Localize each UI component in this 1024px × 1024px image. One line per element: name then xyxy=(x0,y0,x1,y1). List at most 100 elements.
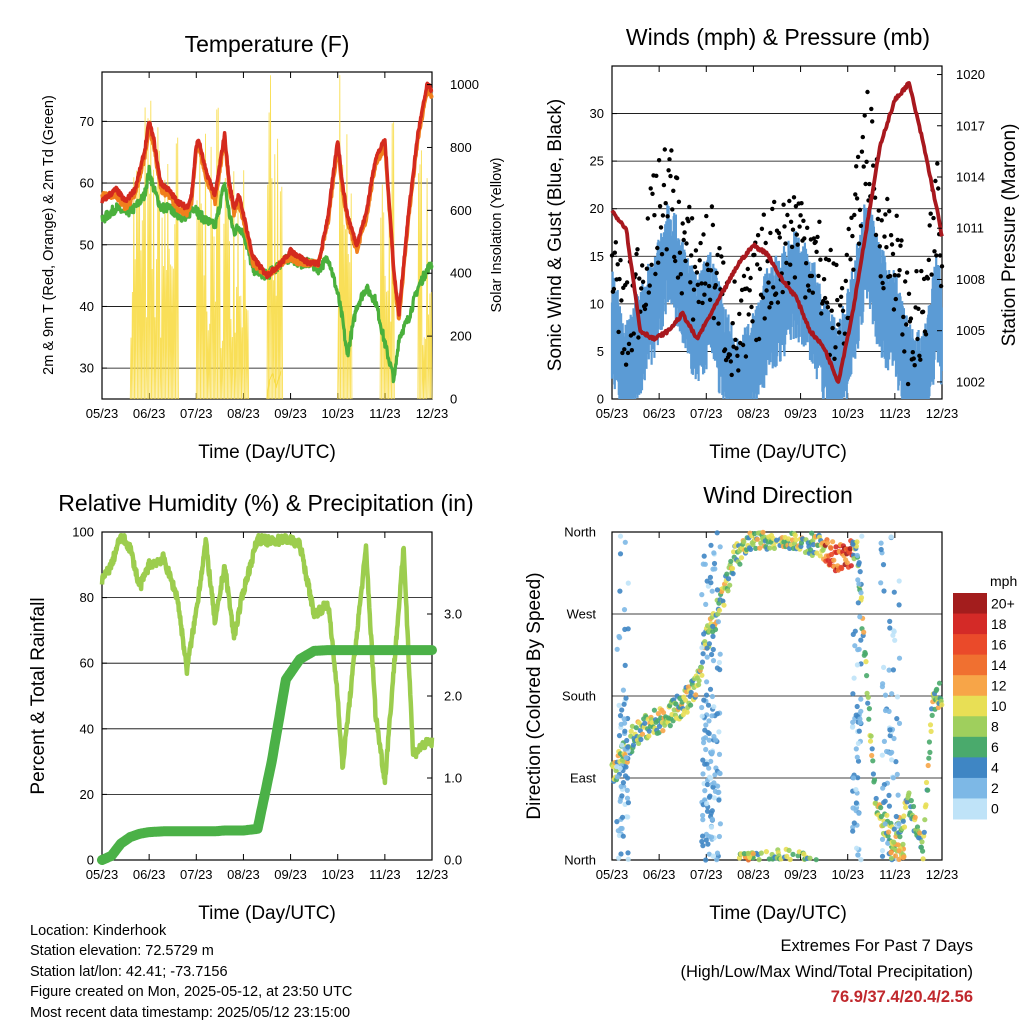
solar-insolation-trace xyxy=(337,75,353,400)
direction-dot xyxy=(684,709,690,715)
direction-dot xyxy=(712,772,718,778)
gust-dot xyxy=(665,214,670,219)
direction-dot xyxy=(705,702,712,708)
gust-dot xyxy=(875,216,881,222)
temp-xtick-label: 11/23 xyxy=(369,406,401,421)
direction-dot xyxy=(707,686,714,692)
gust-dot xyxy=(859,149,865,154)
temp-chart-title: Temperature (F) xyxy=(185,31,350,57)
gust-dot xyxy=(933,178,938,184)
gust-dot xyxy=(935,161,940,166)
gust-dot xyxy=(702,292,707,297)
gust-dot xyxy=(801,218,806,223)
gust-dot xyxy=(934,253,939,258)
gust-dot xyxy=(852,212,857,218)
direction-dot xyxy=(853,746,859,752)
gust-dot xyxy=(791,195,797,200)
direction-dot xyxy=(893,813,899,820)
gust-dot xyxy=(615,262,620,267)
gust-dot xyxy=(706,283,712,289)
temp-xtick-label: 09/23 xyxy=(274,406,307,421)
rh-chart-title: Relative Humidity (%) & Precipitation (i… xyxy=(58,490,473,516)
gust-dot xyxy=(768,230,773,236)
gust-dot xyxy=(854,196,860,201)
rh-xtick-label: 12/23 xyxy=(416,867,449,882)
direction-dot xyxy=(745,850,751,857)
colorbar-swatch xyxy=(953,777,987,799)
direction-dot xyxy=(646,733,652,739)
colorbar-label: 0 xyxy=(991,801,999,817)
direction-dot xyxy=(757,545,763,551)
rh-yaxis-label: Percent & Total Rainfall xyxy=(28,597,49,794)
gust-dot xyxy=(770,206,775,212)
wind-xaxis-label: Time (Day/UTC) xyxy=(709,442,847,463)
gust-dot xyxy=(781,202,786,207)
gust-dot xyxy=(917,353,922,358)
gust-dot xyxy=(914,269,919,274)
direction-dot xyxy=(892,853,899,859)
gust-dot xyxy=(932,249,937,254)
direction-dot xyxy=(939,702,945,708)
gust-dot xyxy=(805,283,811,288)
dir-xtick-label: 11/23 xyxy=(879,867,911,882)
direction-dot xyxy=(921,829,927,835)
pressure-ytick-label: 1017 xyxy=(956,118,985,133)
gust-dot xyxy=(643,302,649,307)
gust-dot xyxy=(931,215,936,221)
direction-dot xyxy=(855,647,861,653)
direction-dot xyxy=(786,847,792,854)
gust-dot xyxy=(828,247,833,253)
direction-dot xyxy=(868,733,874,739)
direction-dot xyxy=(616,733,623,739)
direction-dot xyxy=(790,851,796,858)
direction-dot xyxy=(919,839,925,845)
gust-dot xyxy=(722,347,728,352)
gust-dot xyxy=(648,186,653,191)
colorbar-label: 16 xyxy=(991,636,1007,652)
direction-dot xyxy=(710,853,716,859)
direction-dot xyxy=(853,787,859,793)
station-info: Location: Kinderhook Station elevation: … xyxy=(30,921,352,1023)
gust-dot xyxy=(766,280,771,285)
gust-dot xyxy=(735,353,740,358)
direction-dot xyxy=(730,571,736,577)
direction-dot xyxy=(807,855,813,861)
direction-dot xyxy=(854,754,860,760)
direction-dot xyxy=(854,703,860,710)
gust-dot xyxy=(698,240,703,246)
direction-dot xyxy=(621,701,627,707)
direction-dot xyxy=(896,655,903,661)
direction-dot xyxy=(727,582,733,588)
gust-dot xyxy=(900,332,905,337)
direction-dot xyxy=(617,551,624,557)
direction-dot xyxy=(878,546,884,553)
gust-dot xyxy=(653,271,658,277)
direction-dot xyxy=(853,712,859,718)
gust-dot xyxy=(806,288,812,293)
gust-dot xyxy=(780,289,785,295)
gust-dot xyxy=(783,241,788,246)
gust-dot xyxy=(918,357,923,362)
wind-xtick-label: 10/23 xyxy=(831,406,864,421)
gust-dot xyxy=(762,316,767,321)
dir-chart-title: Wind Direction xyxy=(703,482,853,508)
direction-dot xyxy=(720,598,726,604)
gust-dot xyxy=(624,280,630,285)
gust-dot xyxy=(916,306,921,311)
direction-dot xyxy=(878,805,884,811)
wind-xtick-label: 05/23 xyxy=(596,406,629,421)
gust-dot xyxy=(705,262,710,267)
direction-dot xyxy=(614,646,620,652)
direction-dot xyxy=(873,795,879,802)
rain-ytick-label: 1.0 xyxy=(444,771,462,786)
latest-text: Most recent data timestamp: 2025/05/12 2… xyxy=(30,1004,351,1021)
direction-dot xyxy=(703,722,709,728)
direction-dot xyxy=(716,789,722,795)
gust-dot xyxy=(833,345,838,350)
gust-dot xyxy=(707,297,713,302)
gust-dot xyxy=(678,272,683,277)
direction-dot xyxy=(855,740,862,747)
gust-dot xyxy=(798,213,803,218)
direction-dot xyxy=(702,788,708,794)
direction-dot xyxy=(630,742,637,748)
